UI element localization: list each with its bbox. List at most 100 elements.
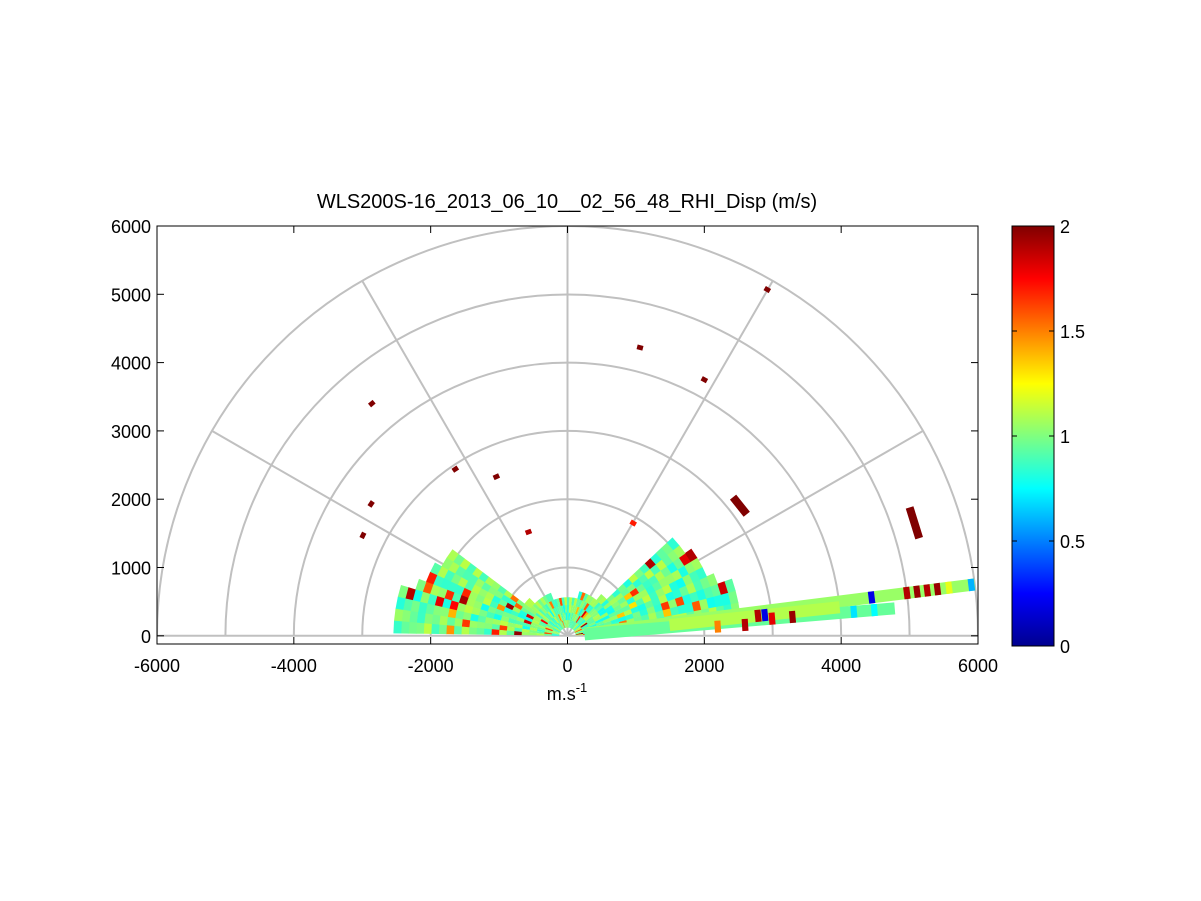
sector-gate [537,624,546,630]
sector-gate [620,587,630,597]
sector-gate [540,618,548,625]
sector-gate [552,607,558,616]
sector-gate [720,592,732,606]
sector-gate [551,634,560,636]
sector-gate [429,562,442,576]
sector-gate [465,597,476,608]
sector-gate [543,632,552,635]
sector-gate [574,627,582,633]
sector-gate [443,569,456,582]
sector-gate [494,608,504,617]
sector-gate [561,597,565,606]
sector-gate [456,602,467,613]
sector-gate [646,605,656,615]
sector-gate [503,606,513,615]
sector-gate [569,620,572,628]
sector-gate [604,604,614,613]
sector-gate [498,629,507,635]
sector-gate [655,609,665,619]
sector-gate [536,633,545,636]
sector-gate [591,599,599,608]
sector-gate [446,625,455,635]
sector-gate [600,599,610,608]
sector-gate [503,589,513,599]
sector-gate [593,615,602,622]
sector-gate [619,600,629,609]
sector-gate [602,617,612,624]
sector-gate [522,622,531,628]
sector-gate [454,565,466,578]
sector-gate [688,570,701,583]
sector-gate [491,629,500,635]
sector-gate [626,596,636,605]
sector-gate [674,595,685,607]
sector-gate [546,602,553,611]
sector-gate [453,625,462,635]
sector-gate [472,600,483,610]
sector-gate [623,608,633,617]
sector-gate [683,561,696,575]
sector-gate [563,619,567,628]
colorbar-tick-label: 1 [1060,427,1070,447]
sector-gate [577,617,584,625]
sector-gate [575,633,584,636]
x-tick-label: 6000 [958,656,998,676]
sector-gate [447,561,460,574]
x-tick-label: 4000 [821,656,861,676]
sector-gate [530,621,539,627]
sector-gate [529,624,539,629]
sector-gate [471,606,481,616]
sector-gate [431,614,441,626]
sector-gate [603,601,612,610]
data-point [763,285,772,294]
sector-gate [548,609,555,618]
sector-gate [580,610,588,618]
sector-gate [476,621,486,629]
sector-gate [554,625,562,631]
sector-gate [571,597,575,606]
x-tick-label: -6000 [134,656,180,676]
sector-gate [569,612,573,621]
sector-gate [517,613,526,620]
sector-gate [574,628,583,633]
sector-gate [569,620,573,629]
sector-gate [572,623,579,630]
sector-gate [478,609,488,618]
sector-gate [579,592,586,601]
sector-gate [587,619,596,626]
sector-gate [567,619,570,628]
colorbar-ticks: 0 0.5 1 1.5 2 [1012,217,1085,657]
sector-gate [539,620,548,627]
sector-gate [462,611,472,621]
sector-gate [491,623,500,631]
sector-gate [571,605,576,614]
data-point [359,531,367,540]
sector-gate [616,611,626,619]
sector-gate [688,590,700,603]
sector-gate [555,614,561,623]
sector-gate [402,598,413,612]
sector-gate [577,599,583,608]
x-axis-label: m.s-1 [547,680,588,704]
sector-gate [658,593,669,604]
sector-gate [434,595,445,608]
sector-gate [506,626,515,632]
sector-gate [475,594,486,604]
sector-gate [538,608,546,616]
sector-gate [540,606,548,615]
sector-gate [432,605,443,617]
sector-gate [617,596,627,605]
sector-gate [558,605,563,614]
sector-gate [551,616,559,624]
sector-gate [536,610,545,618]
y-tick-label: 3000 [111,422,151,442]
sector-gate [548,620,556,627]
sector-gate [597,606,606,614]
sector-gate [671,569,683,581]
sector-gate [498,625,508,631]
sector-gate [416,612,426,624]
sector-gate [461,626,470,635]
sector-gate [541,617,549,624]
sector-gate [397,584,409,600]
sector-gate [535,612,543,620]
